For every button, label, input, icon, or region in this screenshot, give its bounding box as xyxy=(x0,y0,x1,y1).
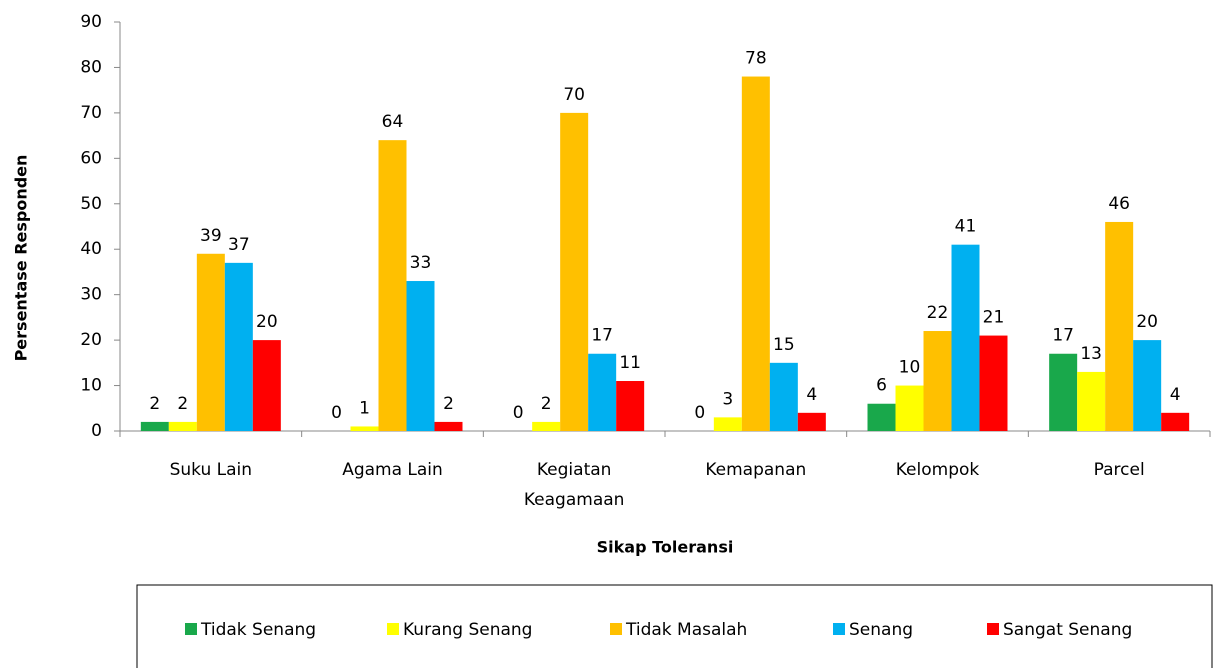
legend-label: Tidak Senang xyxy=(200,620,316,640)
data-label: 39 xyxy=(200,226,222,246)
y-tick-label: 90 xyxy=(80,12,102,32)
data-label: 15 xyxy=(773,335,795,355)
data-label: 4 xyxy=(806,385,817,405)
data-label: 33 xyxy=(410,253,432,273)
data-label: 2 xyxy=(177,394,188,414)
bar xyxy=(713,417,742,431)
bar xyxy=(378,140,407,431)
data-label: 46 xyxy=(1108,194,1130,214)
bar xyxy=(895,385,924,431)
data-label: 22 xyxy=(927,303,949,323)
data-label: 17 xyxy=(1052,326,1074,346)
bar xyxy=(588,353,617,431)
data-label: 1 xyxy=(359,398,370,418)
bar xyxy=(140,421,169,431)
data-label: 70 xyxy=(563,85,585,105)
data-label: 4 xyxy=(1170,385,1181,405)
legend-label: Tidak Masalah xyxy=(625,620,747,640)
x-tick-label: Suku Lain xyxy=(170,460,252,480)
legend-box xyxy=(136,584,1213,668)
bar xyxy=(867,403,896,431)
bar xyxy=(1105,221,1134,431)
legend-label: Kurang Senang xyxy=(403,620,532,640)
x-tick-label: Kemapanan xyxy=(705,460,806,480)
data-label: 11 xyxy=(619,353,641,373)
data-label: 41 xyxy=(955,217,977,237)
bar xyxy=(797,412,826,431)
bar xyxy=(741,76,770,432)
bar xyxy=(196,253,225,431)
legend-swatch xyxy=(833,623,845,635)
bar xyxy=(1133,340,1162,431)
x-tick-label: Kelompok xyxy=(896,460,980,480)
y-axis-title: Persentase Responden xyxy=(12,155,31,362)
data-label: 0 xyxy=(331,403,342,423)
bar xyxy=(532,421,561,431)
bar xyxy=(951,244,980,431)
legend-swatch xyxy=(185,623,197,635)
data-label: 3 xyxy=(722,389,733,409)
bar xyxy=(252,340,281,431)
bar xyxy=(616,381,645,431)
y-tick-label: 80 xyxy=(80,57,102,77)
data-label: 20 xyxy=(256,312,278,332)
data-label: 2 xyxy=(541,394,552,414)
data-label: 2 xyxy=(149,394,160,414)
y-tick-label: 60 xyxy=(80,148,102,168)
data-label: 21 xyxy=(983,308,1005,328)
bar xyxy=(979,335,1008,431)
bar xyxy=(434,421,463,431)
x-tick-label: Agama Lain xyxy=(342,460,443,480)
data-label: 13 xyxy=(1080,344,1102,364)
data-label: 78 xyxy=(745,49,767,69)
bar xyxy=(560,112,589,431)
y-tick-label: 40 xyxy=(80,239,102,259)
x-axis-title: Sikap Toleransi xyxy=(597,538,734,557)
y-tick-label: 70 xyxy=(80,103,102,123)
data-label: 10 xyxy=(899,358,921,378)
y-tick-label: 20 xyxy=(80,330,102,350)
bar xyxy=(406,281,435,431)
y-tick-label: 10 xyxy=(80,376,102,396)
legend-label: Sangat Senang xyxy=(1003,620,1132,640)
data-label: 2 xyxy=(443,394,454,414)
y-tick-label: 30 xyxy=(80,285,102,305)
bar xyxy=(923,331,952,431)
x-tick-label: Parcel xyxy=(1094,460,1145,480)
bar xyxy=(1077,371,1106,431)
bar xyxy=(1049,353,1078,431)
legend-swatch xyxy=(987,623,999,635)
legend-swatch xyxy=(387,623,399,635)
bar xyxy=(769,362,798,431)
data-label: 64 xyxy=(382,112,404,132)
legend-swatch xyxy=(610,623,622,635)
bar xyxy=(168,421,197,431)
bar xyxy=(350,426,379,431)
bar xyxy=(1161,412,1190,431)
bar xyxy=(224,262,253,431)
data-label: 17 xyxy=(591,326,613,346)
data-label: 0 xyxy=(694,403,705,423)
x-tick-label: Kegiatan Keagamaan xyxy=(524,460,625,510)
data-label: 0 xyxy=(513,403,524,423)
data-label: 20 xyxy=(1136,312,1158,332)
legend-label: Senang xyxy=(849,620,913,640)
y-tick-label: 0 xyxy=(91,421,102,441)
data-label: 37 xyxy=(228,235,250,255)
data-label: 6 xyxy=(876,376,887,396)
y-tick-label: 50 xyxy=(80,194,102,214)
